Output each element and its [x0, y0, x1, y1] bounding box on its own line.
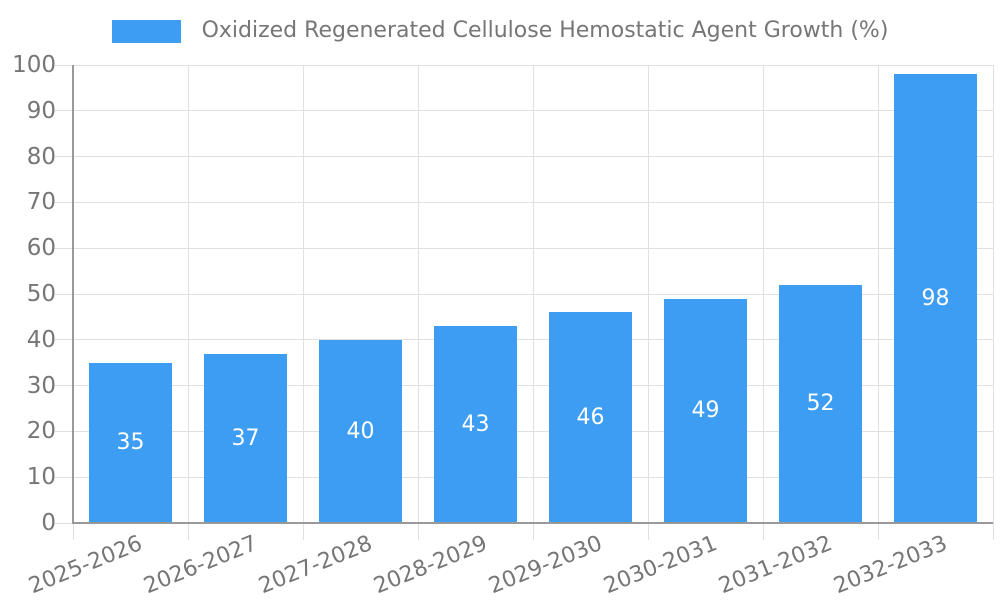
x-tick-label: 2025-2026	[24, 531, 146, 600]
y-gridline	[55, 247, 993, 249]
y-tick-label: 100	[12, 52, 56, 78]
x-gridline	[762, 65, 764, 540]
bar-value-label: 37	[231, 425, 260, 451]
y-tick-label: 60	[26, 235, 56, 262]
x-gridline	[302, 65, 304, 540]
bar: 46	[549, 312, 632, 523]
bar: 40	[319, 339, 402, 523]
x-tick-label: 2027-2028	[254, 531, 376, 600]
bar: 37	[204, 353, 287, 523]
bar: 98	[894, 74, 977, 523]
y-tick-label: 80	[26, 143, 56, 170]
y-tick-label: 70	[26, 189, 56, 216]
x-tick-label: 2029-2030	[484, 531, 606, 600]
x-tick-label: 2028-2029	[369, 531, 491, 600]
bar-value-label: 43	[461, 412, 490, 438]
x-tick-label: 2032-2033	[829, 531, 951, 600]
x-gridline	[532, 65, 534, 540]
legend-swatch	[111, 19, 181, 43]
chart-legend: Oxidized Regenerated Cellulose Hemostati…	[0, 17, 1000, 45]
y-gridline	[55, 64, 993, 66]
bar-value-label: 35	[116, 430, 145, 456]
y-tick-label: 90	[26, 97, 56, 124]
y-tick-label: 10	[26, 464, 56, 491]
bar: 52	[779, 284, 862, 523]
y-tick-label: 0	[41, 510, 56, 536]
x-gridline	[187, 65, 189, 540]
y-gridline	[55, 430, 993, 432]
x-axis-line	[72, 522, 993, 524]
y-gridline	[55, 293, 993, 295]
y-gridline	[55, 476, 993, 478]
x-gridline	[992, 65, 994, 540]
legend-label: Oxidized Regenerated Cellulose Hemostati…	[201, 18, 889, 43]
y-tick-label: 50	[26, 281, 56, 307]
bar-value-label: 98	[921, 286, 950, 312]
bar: 49	[664, 298, 747, 523]
x-gridline	[877, 65, 879, 540]
bar-value-label: 40	[346, 418, 375, 444]
bar-value-label: 52	[806, 391, 835, 417]
x-tick-label: 2030-2031	[599, 531, 721, 600]
bar-value-label: 49	[691, 398, 720, 424]
x-gridline	[417, 65, 419, 540]
y-tick-label: 30	[26, 372, 56, 399]
x-gridline	[647, 65, 649, 540]
y-gridline	[55, 385, 993, 387]
y-gridline	[55, 110, 993, 112]
x-tick-label: 2031-2032	[714, 531, 836, 600]
x-tick-label: 2026-2027	[139, 531, 261, 600]
bar: 43	[434, 326, 517, 523]
y-tick-label: 40	[26, 326, 56, 353]
y-tick-label: 20	[26, 418, 56, 445]
y-axis-line	[72, 65, 74, 523]
y-gridline	[55, 156, 993, 158]
y-gridline	[55, 339, 993, 341]
bar-value-label: 46	[576, 405, 605, 431]
y-gridline	[55, 201, 993, 203]
bar: 35	[89, 362, 172, 523]
